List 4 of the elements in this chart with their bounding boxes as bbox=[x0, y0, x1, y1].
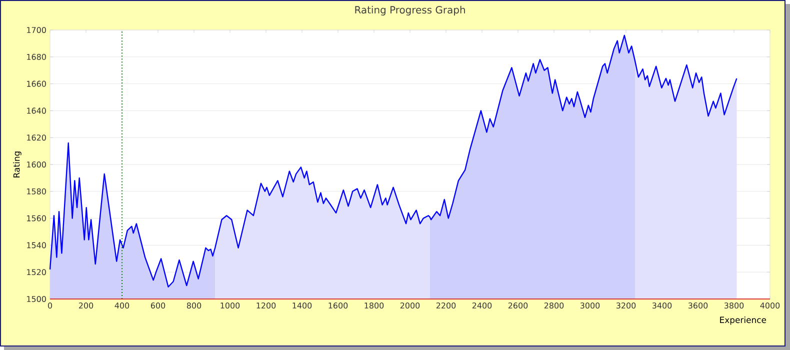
y-axis-title: Rating bbox=[13, 152, 22, 178]
chart-title: Rating Progress Graph bbox=[355, 6, 465, 16]
line-series bbox=[49, 34, 738, 288]
x-axis-title: Experience bbox=[720, 316, 766, 325]
